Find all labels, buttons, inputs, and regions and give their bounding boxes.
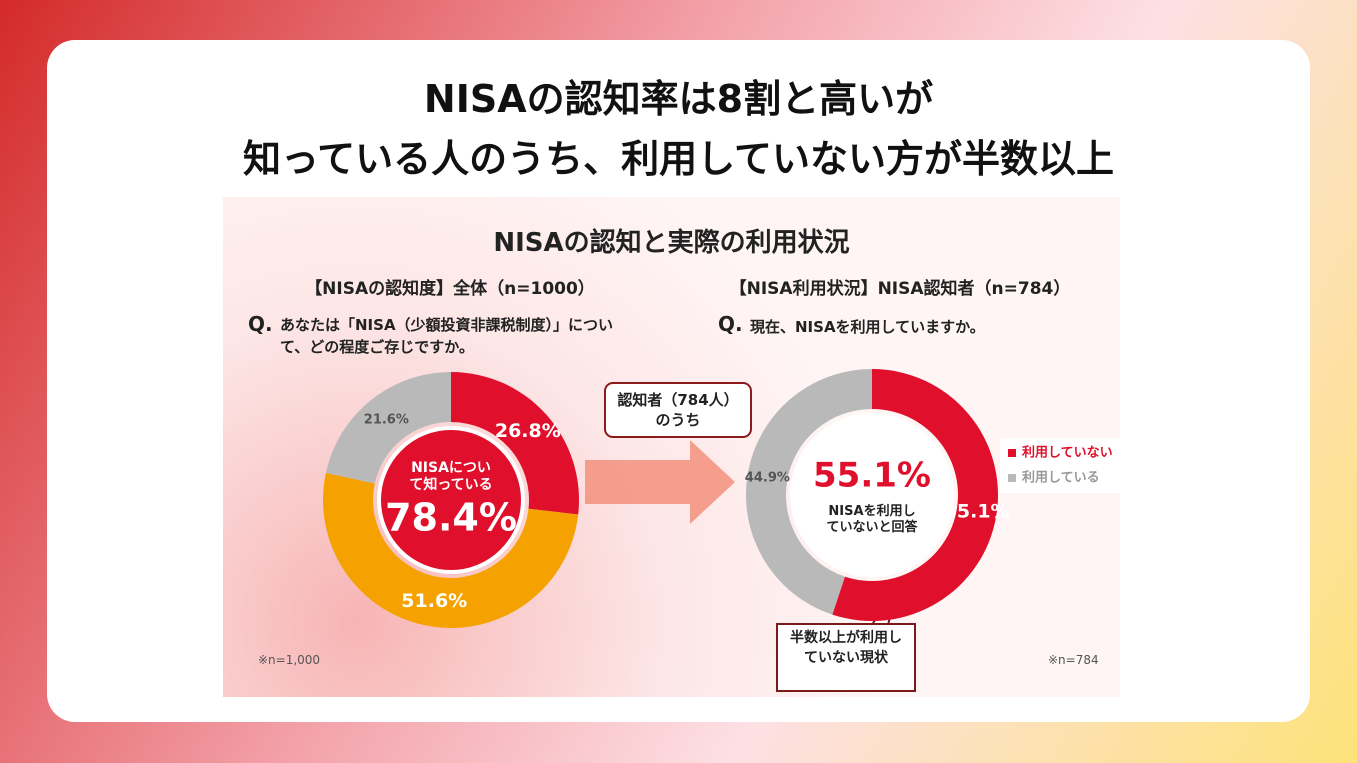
value-label: 55.1% (944, 500, 1010, 522)
center-value: 78.4% (385, 496, 517, 540)
callout: 半数以上が利用していない現状 (790, 630, 902, 666)
center-text: NISAを利用していないと回答 (826, 503, 918, 535)
legend-swatch (1008, 449, 1016, 457)
value-label: 44.9% (745, 471, 790, 486)
center-disc (790, 413, 954, 577)
panel-title: NISAの認知と実際の利用状況 (493, 228, 850, 258)
legend-swatch (1008, 474, 1016, 482)
legend-label: 利用していない (1022, 445, 1113, 461)
callout-box (776, 623, 916, 692)
value-label: 21.6% (364, 412, 409, 427)
center-disc (377, 426, 525, 574)
value-label: 26.8% (495, 420, 561, 442)
headline: 知っている人のうち、利用していない方が半数以上 (243, 137, 1114, 181)
footnote: ※n=1,000 (258, 653, 321, 667)
center-value: 55.1% (813, 456, 931, 496)
donut-segment (832, 369, 999, 621)
donut-segment (325, 372, 451, 484)
donut-segment (323, 472, 579, 628)
donut-segment (451, 372, 579, 515)
question-mark: Q. (248, 312, 273, 336)
footnote: ※n=784 (1048, 653, 1099, 667)
donut-segment (746, 369, 872, 615)
headline: NISAの認知率は8割と高いが (423, 77, 934, 121)
arrow-label: 認知者（784人）のうち (617, 391, 739, 429)
value-label: 51.6% (401, 590, 467, 612)
legend-label: 利用している (1022, 470, 1100, 486)
question-mark: Q. (718, 312, 743, 336)
center-text: NISAについて知っている (409, 460, 492, 493)
chart-title: 【NISAの認知度】全体（n=1000） (305, 279, 595, 299)
arrow-label-box (604, 382, 752, 438)
chart-title: 【NISA利用状況】NISA認知者（n=784） (729, 279, 1071, 299)
question: あなたは「NISA（少額投資非課税制度）」について、どの程度ご存じですか。 (280, 316, 614, 356)
question: 現在、NISAを利用していますか。 (750, 318, 985, 336)
legend-box (1000, 438, 1218, 493)
arrow (585, 440, 735, 524)
